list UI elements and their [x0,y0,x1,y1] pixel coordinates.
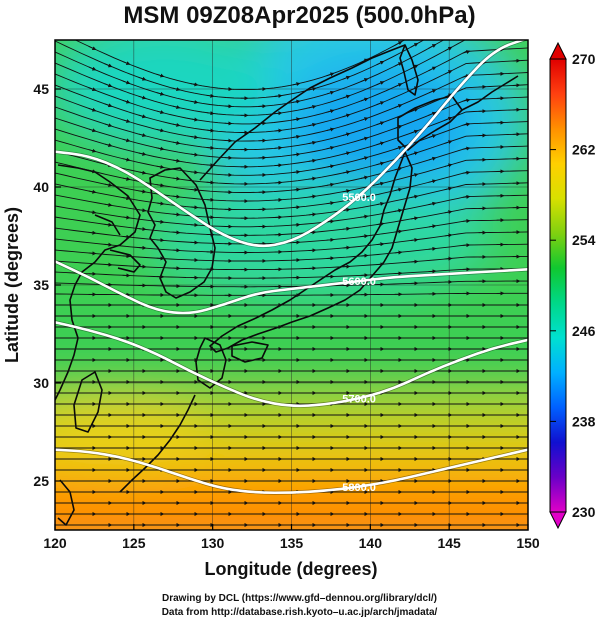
colorbar-label: 238 [572,413,596,429]
x-tick-label: 140 [359,535,383,551]
contour-label: 5600.0 [342,276,376,288]
y-axis-ticks: 25 30 35 40 45 [33,81,61,489]
x-axis-ticks: 120 125 130 135 140 145 150 [43,524,540,551]
contour-label: 5700.0 [342,394,376,406]
credits-data: Data from http://database.rish.kyoto–u.a… [161,607,438,618]
colorbar-label: 262 [572,142,596,158]
y-tick-label: 25 [33,473,49,489]
x-tick-label: 130 [201,535,225,551]
x-tick-label: 145 [437,535,461,551]
colorbar-max-arrow [549,41,567,60]
contour-line [55,260,528,315]
map-title: MSM 09Z08Apr2025 (500.0hPa) [123,2,476,29]
colorbar-scale [549,58,567,513]
contour-label: 5800.0 [342,482,376,494]
y-axis-label: Latitude (degrees) [2,207,22,363]
y-tick-label: 35 [33,277,49,293]
colorbar-label: 230 [572,504,596,520]
colorbar: 230 238 246 254 262 270 [549,41,596,530]
wind-streamlines [55,40,528,528]
x-tick-label: 125 [122,535,146,551]
y-tick-label: 40 [33,179,49,195]
colorbar-label: 270 [572,51,596,67]
y-tick-label: 30 [33,375,49,391]
contour-label: 5500.0 [342,192,376,204]
colorbar-min-arrow [549,511,567,530]
credits: Drawing by DCL (https://www.gfd–dennou.o… [0,592,599,620]
colorbar-label: 246 [572,323,596,339]
credits-drawing: Drawing by DCL (https://www.gfd–dennou.o… [161,593,437,604]
x-tick-label: 150 [516,535,540,551]
contour-line [55,40,527,248]
contour-line [55,320,528,408]
x-axis-label: Longitude (degrees) [204,559,377,579]
y-tick-label: 45 [33,81,49,97]
x-tick-label: 135 [280,535,304,551]
x-tick-label: 120 [43,535,67,551]
geopotential-contours: 5500.0 5600.0 5700.0 5800.0 [55,40,528,495]
colorbar-label: 254 [572,232,596,248]
contour-line [55,448,528,495]
